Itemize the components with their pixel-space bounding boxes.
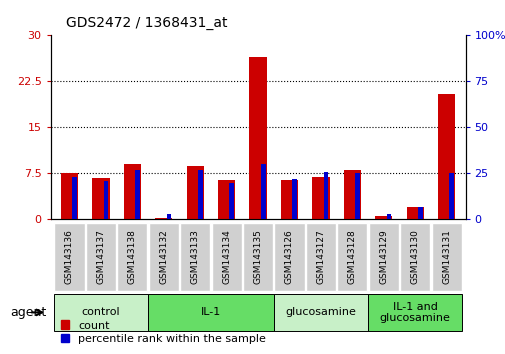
- FancyBboxPatch shape: [273, 294, 367, 331]
- FancyBboxPatch shape: [211, 223, 241, 291]
- FancyBboxPatch shape: [54, 294, 148, 331]
- Text: GSM143136: GSM143136: [65, 229, 74, 284]
- Legend: count, percentile rank within the sample: count, percentile rank within the sample: [56, 316, 270, 348]
- FancyBboxPatch shape: [367, 294, 462, 331]
- Bar: [135, 170, 139, 219]
- Text: GSM143126: GSM143126: [284, 229, 293, 284]
- Text: GDS2472 / 1368431_at: GDS2472 / 1368431_at: [66, 16, 227, 30]
- FancyBboxPatch shape: [399, 223, 429, 291]
- Text: GSM143133: GSM143133: [190, 229, 199, 284]
- Text: GSM143134: GSM143134: [222, 229, 231, 284]
- FancyBboxPatch shape: [117, 223, 147, 291]
- Text: GSM143132: GSM143132: [159, 229, 168, 284]
- Text: GSM143129: GSM143129: [379, 229, 387, 284]
- Bar: [155, 218, 172, 219]
- Bar: [406, 207, 423, 219]
- Bar: [186, 166, 204, 219]
- Bar: [448, 173, 453, 219]
- FancyBboxPatch shape: [86, 223, 116, 291]
- Bar: [343, 170, 360, 219]
- FancyBboxPatch shape: [148, 223, 178, 291]
- FancyBboxPatch shape: [54, 223, 84, 291]
- Text: control: control: [81, 307, 120, 318]
- Text: GSM143130: GSM143130: [410, 229, 419, 284]
- Bar: [355, 173, 359, 219]
- Bar: [166, 214, 171, 219]
- Bar: [280, 179, 297, 219]
- FancyBboxPatch shape: [305, 223, 335, 291]
- FancyBboxPatch shape: [274, 223, 304, 291]
- Bar: [323, 172, 328, 219]
- FancyBboxPatch shape: [337, 223, 367, 291]
- Bar: [61, 173, 78, 219]
- FancyBboxPatch shape: [242, 223, 273, 291]
- Text: glucosamine: glucosamine: [285, 307, 356, 318]
- Bar: [261, 164, 265, 219]
- Text: GSM143137: GSM143137: [96, 229, 105, 284]
- Text: GSM143138: GSM143138: [128, 229, 136, 284]
- Text: GSM143135: GSM143135: [253, 229, 262, 284]
- Bar: [374, 216, 392, 219]
- Bar: [72, 177, 77, 219]
- FancyBboxPatch shape: [431, 223, 461, 291]
- Bar: [386, 214, 390, 219]
- Bar: [249, 57, 266, 219]
- Text: agent: agent: [10, 306, 46, 319]
- Bar: [123, 164, 141, 219]
- Bar: [218, 179, 235, 219]
- Text: GSM143127: GSM143127: [316, 229, 325, 284]
- Bar: [437, 94, 454, 219]
- FancyBboxPatch shape: [180, 223, 210, 291]
- FancyBboxPatch shape: [368, 223, 398, 291]
- Bar: [104, 181, 108, 219]
- Bar: [197, 170, 203, 219]
- Text: GSM143128: GSM143128: [347, 229, 356, 284]
- Bar: [417, 207, 422, 219]
- Bar: [312, 177, 329, 219]
- Bar: [292, 179, 296, 219]
- Text: IL-1: IL-1: [200, 307, 221, 318]
- Text: IL-1 and
glucosamine: IL-1 and glucosamine: [379, 302, 450, 323]
- Bar: [92, 178, 109, 219]
- Bar: [229, 183, 234, 219]
- FancyBboxPatch shape: [148, 294, 273, 331]
- Text: GSM143131: GSM143131: [441, 229, 450, 284]
